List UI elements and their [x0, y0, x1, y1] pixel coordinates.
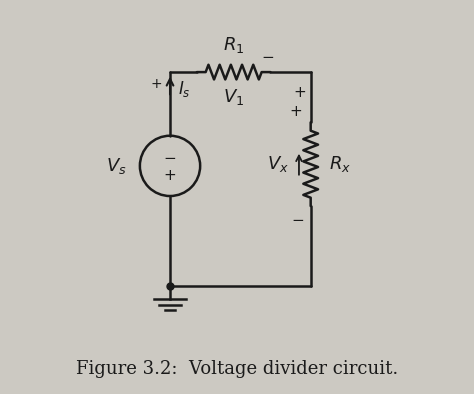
- Text: $+$: $+$: [149, 77, 162, 91]
- Text: $+$: $+$: [164, 168, 177, 183]
- Text: $V_x$: $V_x$: [267, 154, 289, 174]
- Text: $R_x$: $R_x$: [329, 154, 351, 174]
- Text: $-$: $-$: [164, 149, 177, 164]
- Text: $R_1$: $R_1$: [223, 35, 244, 55]
- Text: $+$: $+$: [292, 85, 306, 100]
- Text: $-$: $-$: [261, 48, 273, 63]
- Text: $I_s$: $I_s$: [178, 79, 191, 99]
- Text: Figure 3.2:  Voltage divider circuit.: Figure 3.2: Voltage divider circuit.: [76, 360, 398, 378]
- Text: $-$: $-$: [291, 211, 304, 226]
- Text: $+$: $+$: [289, 104, 302, 119]
- Text: $V_1$: $V_1$: [223, 87, 244, 107]
- Text: $V_s$: $V_s$: [106, 156, 127, 176]
